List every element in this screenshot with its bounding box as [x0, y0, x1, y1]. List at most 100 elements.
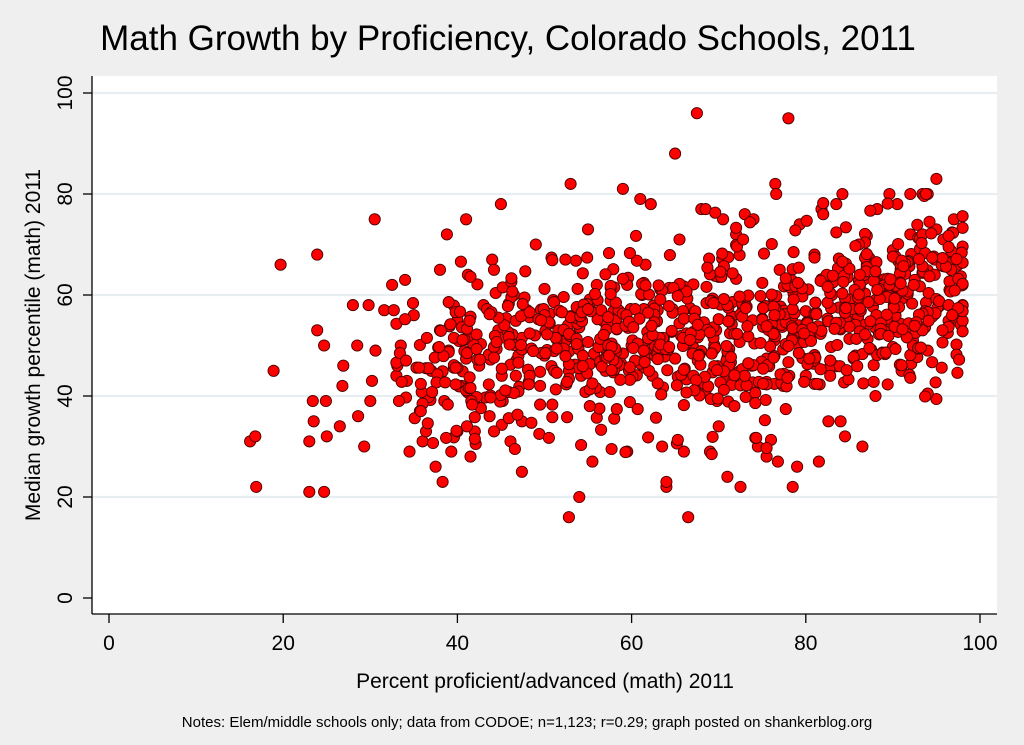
data-point — [499, 384, 512, 397]
data-point — [701, 261, 714, 274]
x-tick-label: 80 — [794, 632, 817, 655]
data-point — [911, 218, 924, 231]
data-point — [546, 411, 559, 424]
data-point — [581, 251, 594, 264]
data-point — [882, 329, 895, 342]
data-point — [936, 324, 949, 337]
data-point — [450, 424, 463, 437]
data-point — [599, 268, 612, 281]
data-point — [403, 445, 416, 458]
data-point — [683, 333, 697, 346]
data-point — [570, 337, 583, 351]
data-point — [717, 383, 730, 396]
data-point — [654, 293, 667, 306]
data-point — [881, 378, 894, 391]
data-point — [930, 172, 943, 185]
data-point — [358, 440, 371, 453]
data-point — [867, 359, 880, 372]
data-point — [757, 247, 771, 260]
data-point — [830, 198, 843, 211]
data-point — [453, 305, 467, 318]
data-point — [487, 351, 501, 364]
data-point — [904, 187, 917, 201]
data-point — [781, 371, 794, 384]
data-point — [881, 197, 894, 210]
data-point — [555, 306, 568, 319]
data-point — [436, 475, 449, 488]
data-point — [399, 313, 412, 326]
data-point — [486, 253, 499, 266]
data-point — [303, 435, 316, 448]
y-tick-label: 0 — [54, 592, 77, 604]
data-point — [665, 324, 678, 337]
data-point — [586, 377, 599, 390]
data-point — [534, 379, 547, 392]
data-point — [651, 353, 664, 366]
data-point — [730, 327, 744, 340]
data-point — [786, 480, 799, 493]
data-point — [399, 273, 412, 286]
data-point — [365, 374, 379, 387]
data-point — [274, 258, 287, 271]
data-point — [337, 359, 350, 372]
data-point — [619, 446, 632, 459]
data-point — [742, 330, 755, 343]
data-point — [791, 276, 805, 289]
data-point — [573, 490, 586, 504]
data-point — [792, 347, 805, 360]
data-point — [956, 277, 969, 290]
data-point — [429, 460, 442, 473]
x-tick-label: 40 — [446, 632, 469, 655]
data-point — [741, 320, 754, 333]
data-point — [581, 223, 595, 236]
data-point — [798, 327, 811, 340]
data-point — [711, 392, 724, 405]
chart-title: Math Growth by Proficiency, Colorado Sch… — [100, 19, 916, 58]
data-point — [690, 374, 703, 387]
data-point — [705, 347, 718, 360]
data-point — [444, 318, 457, 331]
data-point — [346, 299, 359, 312]
data-points — [244, 107, 969, 524]
data-point — [454, 255, 467, 268]
data-point — [744, 216, 757, 229]
data-point — [449, 378, 462, 391]
data-point — [831, 338, 844, 352]
data-point — [588, 287, 602, 301]
data-point — [595, 423, 608, 436]
data-point — [948, 284, 961, 297]
data-point — [616, 182, 629, 195]
data-point — [929, 376, 942, 389]
data-point — [817, 197, 830, 210]
data-point — [817, 208, 830, 221]
data-point — [483, 410, 496, 423]
data-point — [576, 349, 589, 362]
data-point — [386, 278, 399, 291]
data-point — [413, 361, 426, 374]
data-point — [369, 344, 382, 357]
data-point — [442, 296, 455, 309]
data-point — [538, 282, 551, 295]
data-point — [642, 431, 655, 444]
data-point — [616, 272, 629, 285]
data-point — [631, 403, 644, 416]
data-point — [629, 229, 643, 242]
data-point — [864, 204, 877, 217]
data-point — [884, 273, 897, 286]
data-point — [364, 394, 377, 408]
data-point — [368, 213, 381, 226]
data-point — [318, 485, 331, 498]
data-point — [912, 253, 926, 266]
data-point — [936, 252, 949, 265]
x-axis-ticks: 0 20 40 60 80 100 — [103, 614, 998, 655]
data-point — [559, 350, 572, 363]
data-point — [726, 267, 739, 280]
data-point — [494, 198, 507, 211]
data-point — [953, 353, 966, 366]
data-point — [897, 260, 910, 273]
data-point — [445, 445, 458, 458]
data-point — [858, 328, 872, 341]
data-point — [463, 371, 476, 384]
data-point — [956, 325, 969, 338]
